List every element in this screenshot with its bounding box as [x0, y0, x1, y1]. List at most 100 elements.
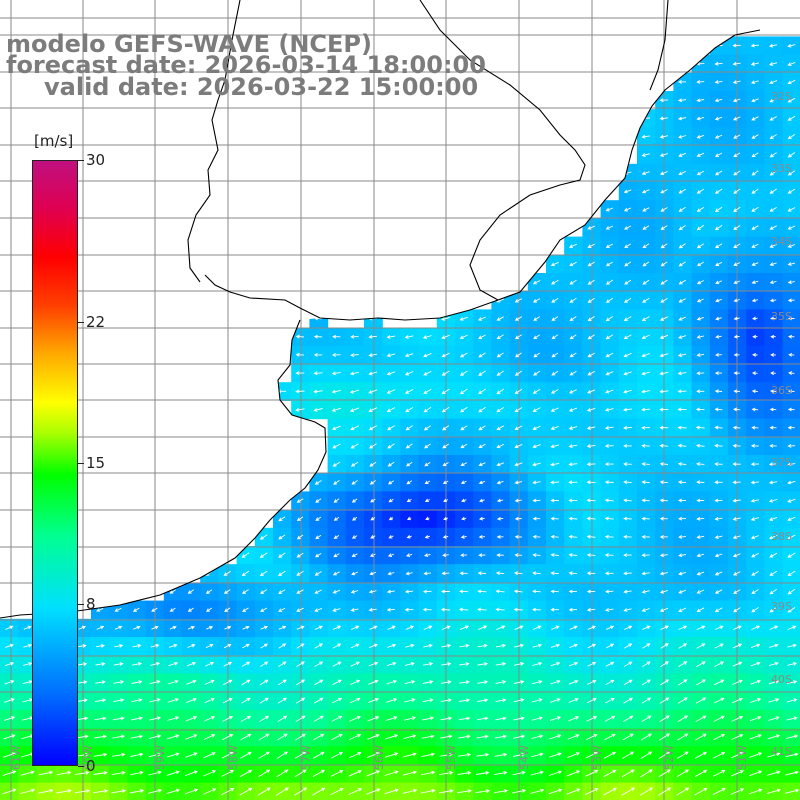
- wind-arrow: [624, 261, 632, 267]
- wind-arrow: [678, 170, 686, 176]
- wind-arrow: [787, 444, 796, 448]
- wind-arrow: [750, 643, 761, 649]
- wind-arrow: [403, 734, 417, 740]
- wind-arrow: [295, 733, 306, 741]
- wind-arrow: [223, 589, 231, 594]
- wind-arrow: [205, 589, 213, 594]
- wind-arrow: [330, 769, 344, 777]
- wind-arrow: [678, 188, 686, 194]
- wind-arrow: [513, 716, 525, 721]
- wind-arrow: [404, 371, 414, 376]
- wind-arrow: [587, 643, 597, 649]
- wind-arrow: [732, 443, 741, 448]
- wind-arrow: [422, 680, 434, 684]
- wind-arrow: [569, 352, 577, 358]
- wind-arrow: [550, 480, 560, 485]
- wind-arrow: [332, 443, 341, 449]
- wind-arrow: [313, 353, 323, 357]
- wind-arrow: [130, 716, 143, 721]
- wind-arrow: [532, 407, 541, 412]
- wind-arrow: [148, 752, 162, 758]
- wind-arrow: [623, 462, 632, 466]
- wind-arrow: [714, 443, 723, 448]
- wind-arrow: [604, 516, 614, 521]
- wind-arrow: [478, 625, 488, 631]
- wind-arrow: [294, 769, 307, 778]
- wind-arrow: [533, 316, 541, 321]
- wind-arrow: [751, 280, 759, 285]
- wind-arrow: [714, 61, 723, 66]
- wind-arrow: [77, 662, 88, 666]
- coastline: [0, 0, 761, 619]
- longitude-label: 55W: [445, 745, 458, 770]
- wind-arrow: [496, 443, 504, 449]
- wind-arrow: [568, 516, 578, 521]
- wind-arrow: [605, 297, 614, 303]
- wind-arrow: [367, 734, 380, 740]
- wind-arrow: [696, 625, 706, 630]
- wind-arrow: [733, 353, 740, 357]
- wind-arrow: [313, 389, 323, 394]
- wind-arrow: [769, 116, 777, 121]
- wind-arrow: [224, 625, 232, 630]
- wind-arrow: [641, 171, 650, 176]
- wind-arrow: [768, 43, 778, 48]
- wind-arrow: [695, 715, 707, 722]
- wind-arrow: [513, 680, 525, 684]
- wind-arrow: [549, 716, 562, 722]
- wind-arrow: [678, 535, 686, 539]
- wind-arrow: [366, 752, 380, 759]
- wind-arrow: [458, 716, 471, 721]
- wind-arrow: [568, 243, 577, 248]
- wind-arrow: [751, 389, 758, 394]
- wind-arrow: [422, 698, 434, 703]
- wind-arrow: [388, 498, 394, 503]
- wind-arrow: [696, 261, 704, 267]
- wind-arrow: [388, 480, 395, 485]
- wind-arrow: [550, 389, 559, 394]
- wind-arrow: [768, 679, 780, 685]
- wind-arrow: [441, 571, 450, 576]
- wind-arrow: [313, 408, 323, 412]
- wind-arrow: [406, 498, 412, 503]
- wind-arrow: [587, 661, 597, 667]
- wind-arrow: [56, 788, 72, 794]
- wind-arrow: [349, 697, 361, 704]
- wind-arrow: [315, 516, 322, 521]
- wind-arrow: [530, 770, 544, 776]
- wind-arrow: [770, 334, 776, 339]
- wind-arrow: [751, 170, 759, 176]
- wind-arrow: [331, 733, 343, 741]
- wind-arrow: [587, 352, 595, 358]
- wind-arrow: [586, 697, 597, 704]
- wind-arrow: [384, 752, 399, 758]
- wind-arrow: [442, 443, 450, 449]
- wind-arrow: [5, 643, 14, 648]
- wind-arrow: [657, 787, 672, 796]
- wind-arrow: [586, 426, 596, 430]
- wind-arrow: [586, 498, 596, 503]
- wind-arrow: [477, 316, 486, 321]
- wind-arrow: [696, 498, 705, 503]
- wind-arrow: [350, 461, 359, 467]
- wind-arrow: [314, 643, 324, 649]
- wind-arrow: [603, 751, 617, 759]
- wind-arrow: [294, 751, 307, 759]
- wind-arrow: [440, 589, 450, 594]
- wind-arrow: [549, 734, 562, 740]
- wind-arrow: [641, 571, 650, 576]
- wind-arrow: [733, 225, 741, 230]
- wind-arrow: [569, 297, 577, 303]
- wind-arrow: [713, 733, 726, 741]
- wind-arrow: [732, 553, 741, 558]
- wind-arrow: [731, 715, 744, 722]
- latitude-label: 41S: [771, 745, 792, 758]
- wind-arrow: [641, 553, 650, 558]
- wind-arrow: [659, 462, 669, 466]
- wind-arrow: [695, 425, 705, 430]
- wind-arrow: [514, 298, 523, 303]
- wind-arrow: [278, 516, 286, 522]
- wind-arrow: [550, 571, 559, 576]
- wind-arrow: [605, 261, 613, 267]
- wind-arrow: [240, 751, 252, 759]
